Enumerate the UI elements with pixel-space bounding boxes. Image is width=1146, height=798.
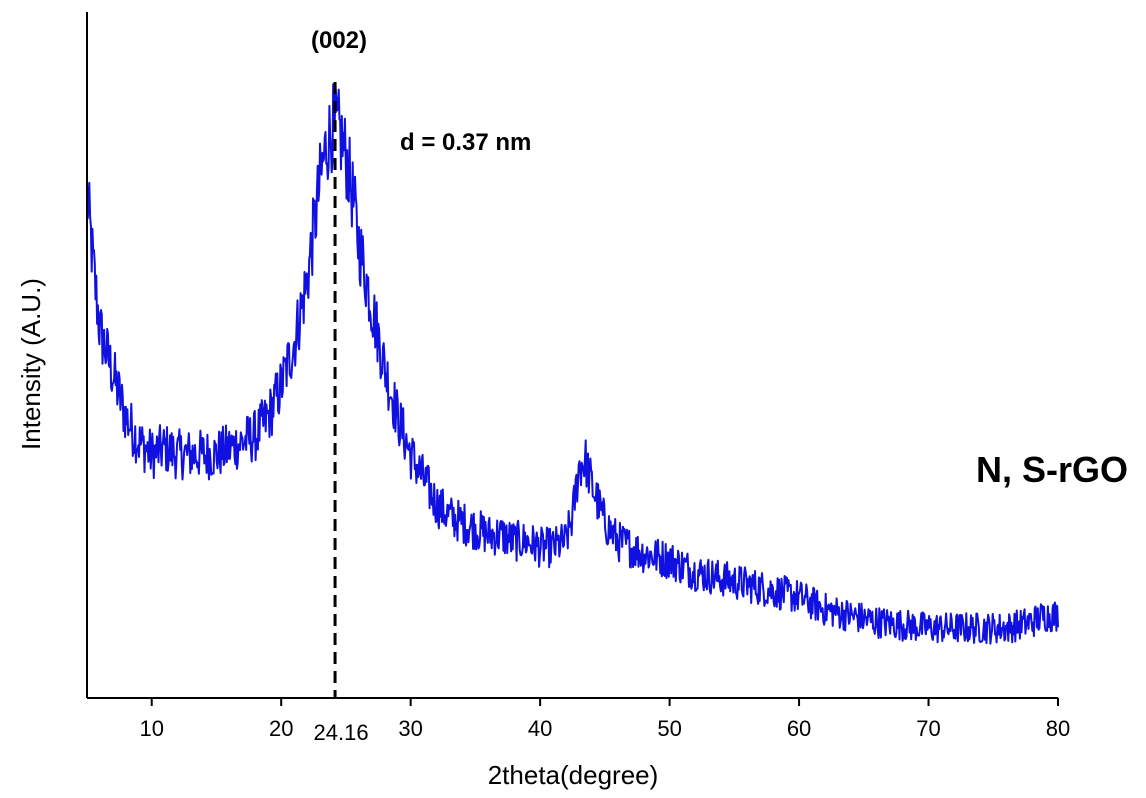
x-tick-label: 70	[916, 716, 940, 741]
peak-position-label: 24.16	[314, 720, 369, 745]
x-tick-label: 20	[269, 716, 293, 741]
plot-area	[86, 82, 1059, 698]
x-tick-label: 80	[1046, 716, 1070, 741]
sample-label: N, S-rGO	[976, 449, 1128, 490]
x-tick-label: 50	[657, 716, 681, 741]
series-line	[86, 83, 1059, 645]
x-ticks: 10 20 30 40 50 60 70 80 24.16	[139, 698, 1070, 745]
y-axis-title: Intensity (A.U.)	[16, 278, 46, 450]
x-tick-label: 60	[787, 716, 811, 741]
x-tick-label: 30	[398, 716, 422, 741]
axes	[86, 12, 1058, 699]
peak-label: (002)	[311, 27, 367, 54]
d-spacing-label: d = 0.37 nm	[400, 129, 531, 156]
x-tick-label: 10	[139, 716, 163, 741]
x-tick-label: 40	[528, 716, 552, 741]
x-axis-title: 2theta(degree)	[488, 760, 659, 790]
